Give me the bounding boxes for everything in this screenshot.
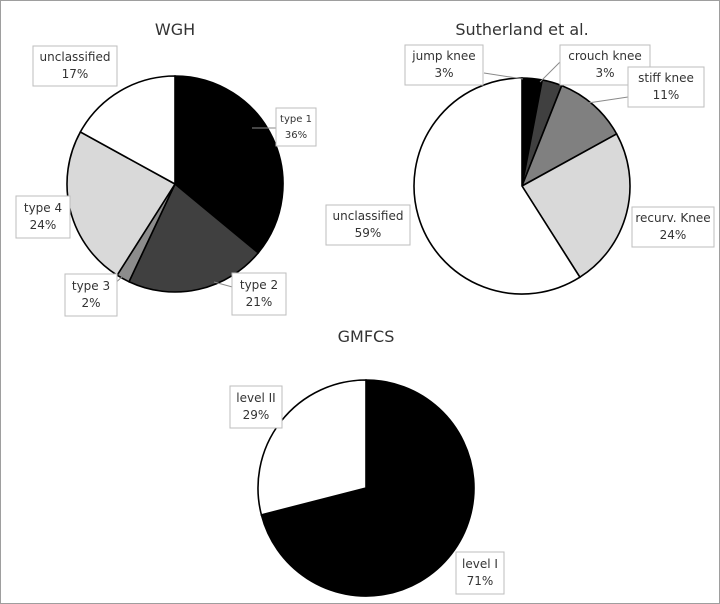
wgh-labels: type 1 36% type 2 21% type 3 2% type 4 2… (15, 45, 317, 317)
wgh-chart-title: WGH (155, 20, 195, 39)
label-gmfcs-level-i-value: 71% (467, 574, 494, 588)
label-gmfcs-level-ii-name: level II (236, 391, 275, 405)
label-wgh-type-2-value: 21% (246, 295, 273, 309)
sutherland-labels: jump knee 3% crouch knee 3% stiff knee 1… (325, 44, 715, 248)
label-sutherland-jump-knee-value: 3% (434, 66, 453, 80)
leader-sutherland-crouch-knee (539, 61, 561, 83)
label-sutherland-recurv-knee-value: 24% (660, 228, 687, 242)
label-sutherland-jump-knee-name: jump knee (411, 49, 475, 63)
label-wgh-type-2: type 2 21% (231, 272, 287, 316)
wgh-slice-type-2 (127, 182, 260, 293)
sutherland-chart-title: Sutherland et al. (455, 20, 588, 39)
label-wgh-unclassified-name: unclassified (40, 50, 111, 64)
label-sutherland-unclassified-name: unclassified (333, 209, 404, 223)
label-wgh-type-1-value: 36% (285, 130, 307, 141)
label-sutherland-crouch-knee-name: crouch knee (568, 49, 642, 63)
label-wgh-type-4-name: type 4 (24, 201, 62, 215)
sutherland-slice-stiff-knee (520, 84, 618, 188)
label-wgh-type-2-name: type 2 (240, 278, 278, 292)
label-sutherland-crouch-knee-value: 3% (595, 66, 614, 80)
label-wgh-type-1-name: type 1 (280, 114, 312, 125)
gmfcs-pie (257, 379, 475, 597)
wgh-slice-type-1 (174, 75, 284, 254)
gmfcs-chart-title: GMFCS (338, 327, 395, 346)
label-wgh-type-4-value: 24% (30, 218, 57, 232)
label-gmfcs-level-i-name: level I (462, 557, 498, 571)
label-sutherland-unclassified: unclassified 59% (325, 204, 411, 246)
label-wgh-type-3-name: type 3 (72, 279, 110, 293)
label-sutherland-stiff-knee: stiff knee 11% (627, 66, 705, 108)
gmfcs-slice-level-i (260, 379, 475, 597)
label-wgh-type-4: type 4 24% (15, 195, 71, 239)
label-sutherland-recurv-knee: recurv. Knee 24% (631, 206, 715, 248)
label-sutherland-unclassified-value: 59% (355, 226, 382, 240)
sutherland-slice-unclassified (413, 77, 581, 295)
label-gmfcs-level-ii: level II 29% (229, 385, 283, 429)
gmfcs-labels: level II 29% level I 71% (229, 385, 505, 595)
leader-sutherland-stiff-knee (587, 96, 629, 104)
label-gmfcs-level-i: level I 71% (455, 551, 505, 595)
label-wgh-unclassified-value: 17% (62, 67, 89, 81)
label-wgh-type-1: type 1 36% (275, 107, 317, 147)
wgh-slice-unclassified (79, 75, 176, 186)
sutherland-slice-recurv-knee (520, 132, 631, 279)
label-sutherland-stiff-knee-name: stiff knee (638, 71, 694, 85)
leader-sutherland-jump-knee (483, 72, 524, 80)
label-wgh-unclassified: unclassified 17% (32, 45, 118, 87)
wgh-pie (66, 75, 284, 293)
label-sutherland-stiff-knee-value: 11% (653, 88, 680, 102)
sutherland-pie (413, 77, 631, 295)
label-wgh-type-3: type 3 2% (64, 273, 118, 317)
label-sutherland-jump-knee: jump knee 3% (404, 44, 484, 86)
label-sutherland-recurv-knee-name: recurv. Knee (635, 211, 710, 225)
label-wgh-type-3-value: 2% (81, 296, 100, 310)
label-gmfcs-level-ii-value: 29% (243, 408, 270, 422)
